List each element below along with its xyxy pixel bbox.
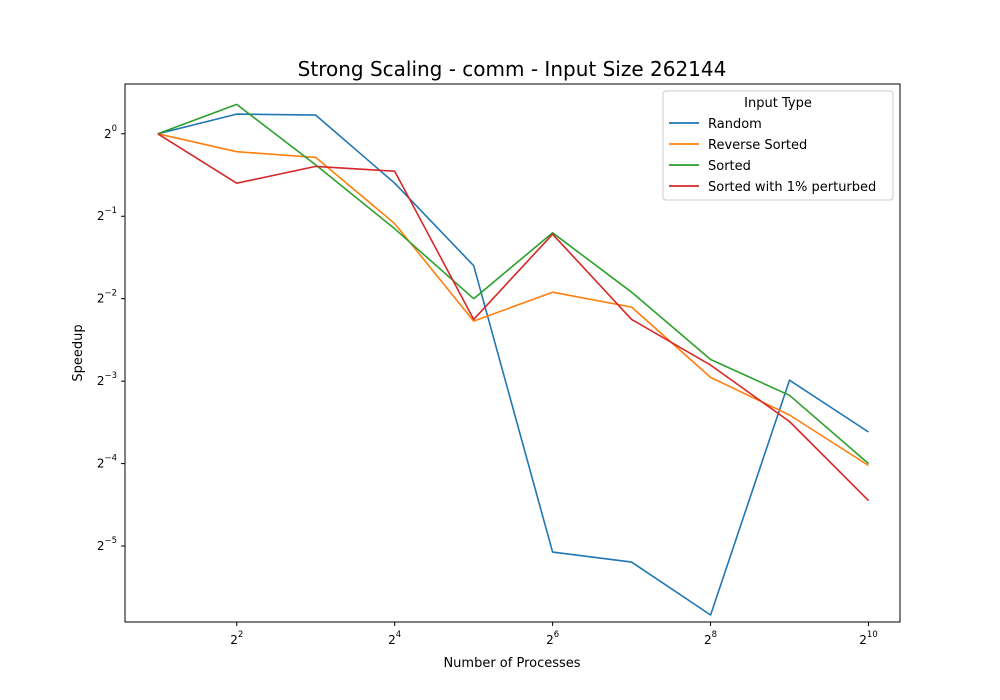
legend-label: Reverse Sorted — [708, 138, 807, 153]
y-tick-label: 2−1 — [97, 206, 117, 223]
x-tick-label: 22 — [230, 630, 243, 647]
y-tick-label: 2−5 — [97, 536, 117, 553]
legend: Input Type Random Reverse Sorted Sorted Sor… — [662, 90, 894, 201]
legend-title: Input Type — [744, 96, 812, 111]
chart-title: Strong Scaling - comm - Input Size 26214… — [298, 57, 727, 81]
series-line-sorted — [157, 103, 870, 465]
legend-label: Random — [708, 117, 762, 132]
series-lines — [157, 103, 870, 616]
x-tick-label: 210 — [859, 630, 877, 647]
legend-box — [662, 90, 894, 201]
series-line-random — [157, 113, 869, 616]
y-axis: 20 2−1 2−2 2−3 2−4 2−5 — [97, 124, 125, 553]
y-tick-label: 2−2 — [97, 289, 117, 306]
legend-label: Sorted — [708, 159, 751, 174]
y-tick-label: 2−3 — [97, 371, 117, 388]
series-line-reverse-sorted — [157, 133, 869, 467]
x-tick-label: 26 — [546, 630, 559, 647]
y-axis-label: Speedup — [71, 324, 86, 381]
series-line-sorted-with-1-perturbed — [157, 133, 870, 502]
x-axis: 22 24 26 28 210 — [230, 622, 878, 647]
legend-label: Sorted with 1% perturbed — [708, 180, 876, 195]
x-tick-label: 24 — [388, 630, 401, 647]
x-axis-label: Number of Processes — [443, 656, 580, 671]
x-tick-label: 28 — [704, 630, 717, 647]
y-tick-label: 2−4 — [97, 454, 117, 471]
y-tick-label: 20 — [104, 124, 117, 141]
plot-area — [124, 83, 901, 623]
